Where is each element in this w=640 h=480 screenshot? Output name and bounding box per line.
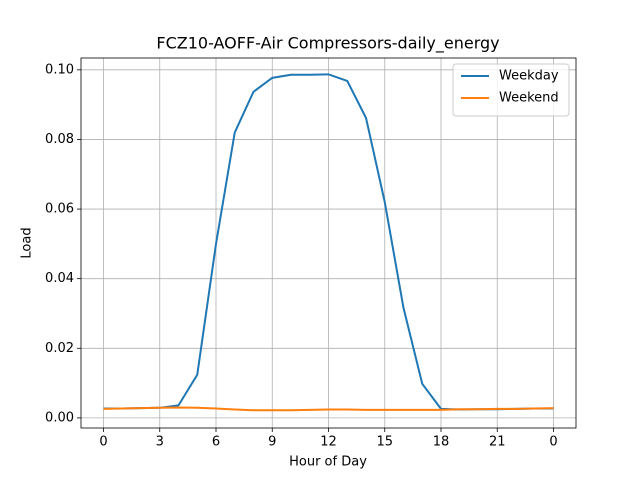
x-tick-label: 0	[549, 435, 557, 450]
x-tick-label: 0	[99, 435, 107, 450]
x-tick-label: 6	[212, 435, 220, 450]
y-tick-label: 0.02	[45, 341, 74, 356]
y-tick-label: 0.04	[45, 271, 74, 286]
y-tick-label: 0.00	[45, 410, 74, 425]
x-tick-label: 15	[376, 435, 393, 450]
x-tick-label: 3	[156, 435, 164, 450]
x-tick-label: 18	[433, 435, 450, 450]
x-axis-label: Hour of Day	[289, 455, 367, 470]
x-tick-label: 21	[489, 435, 506, 450]
chart-title: FCZ10-AOFF-Air Compressors-daily_energy	[156, 34, 499, 54]
x-tick-label: 9	[268, 435, 276, 450]
y-tick-label: 0.10	[45, 62, 74, 77]
legend-label: Weekday	[499, 69, 559, 84]
x-tick-label: 12	[320, 435, 337, 450]
y-tick-label: 0.08	[45, 132, 74, 147]
legend-label: Weekend	[499, 91, 559, 106]
plot-frame	[80, 57, 577, 429]
y-tick-label: 0.06	[45, 202, 74, 217]
line-series	[103, 406, 554, 412]
y-axis-label: Load	[20, 227, 35, 258]
